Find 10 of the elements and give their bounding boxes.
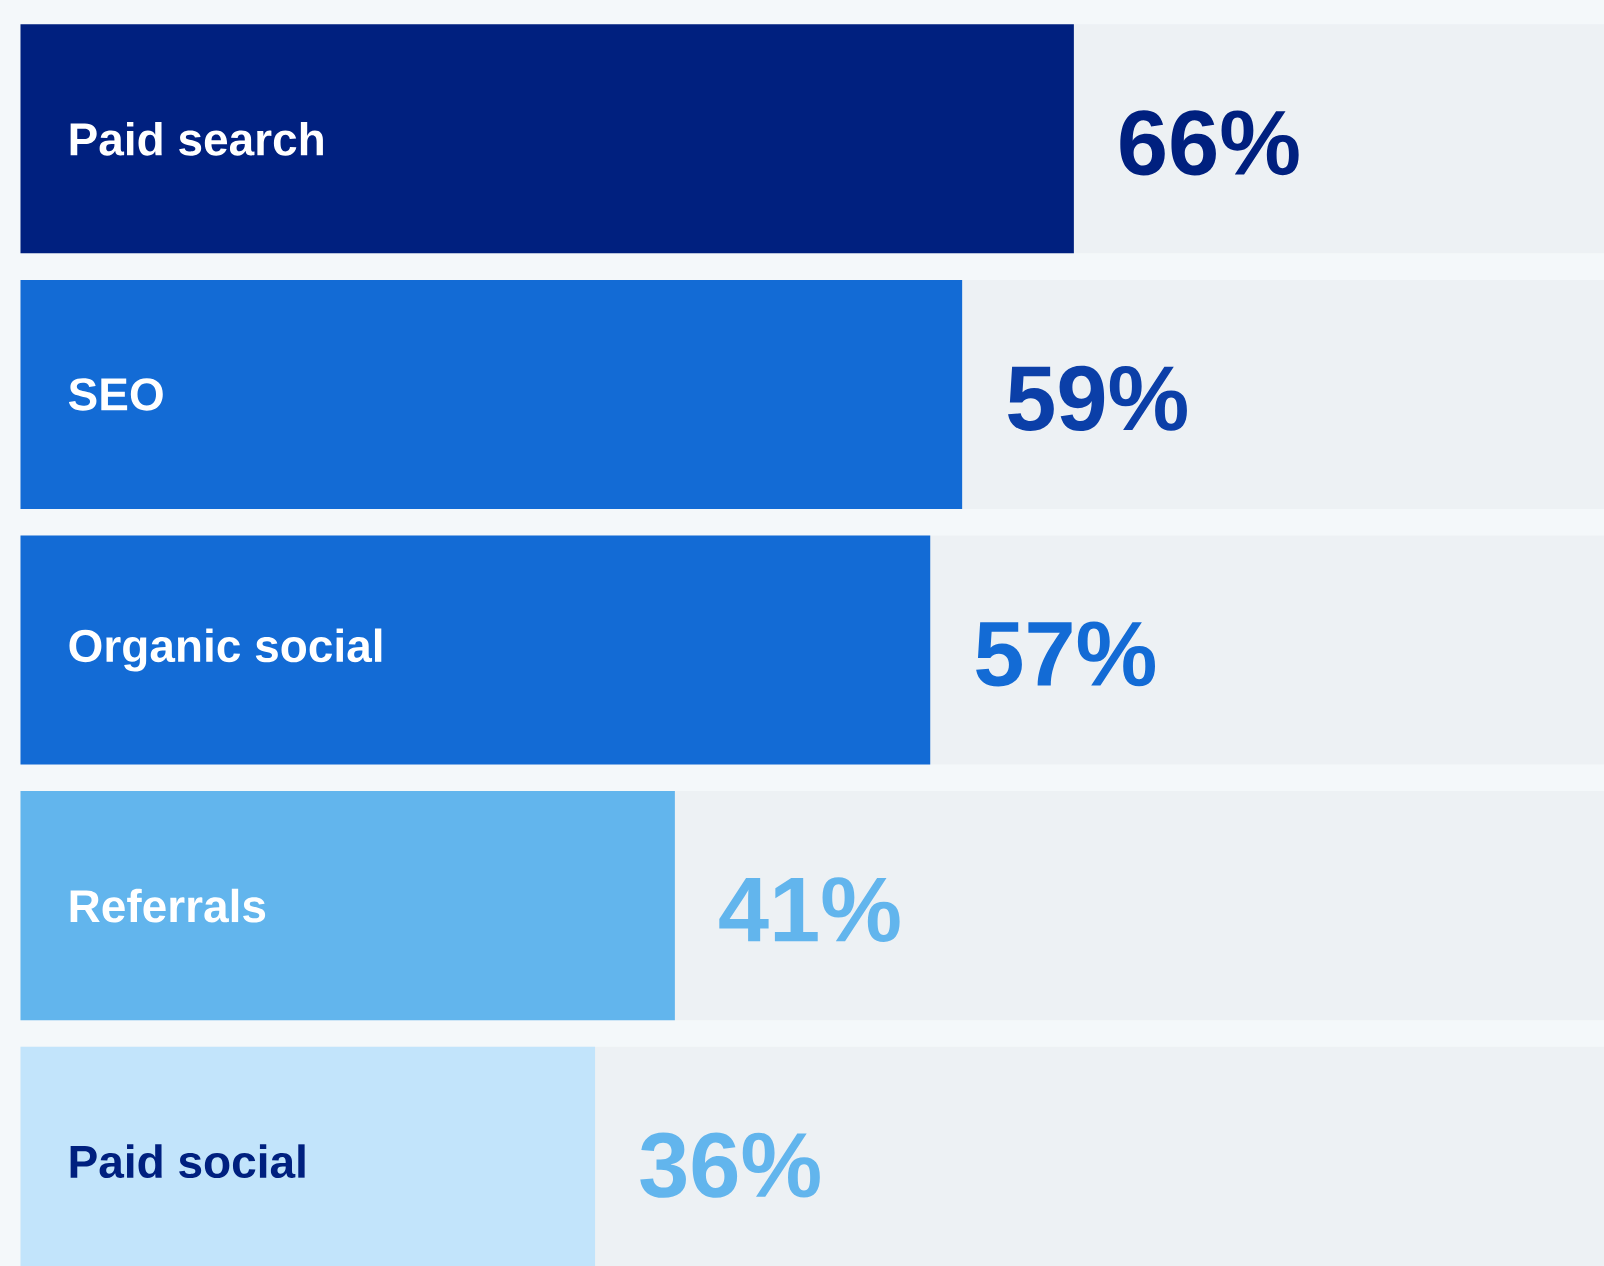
data-label: 57% [976, 621, 1155, 687]
data-label: 66% [1120, 110, 1299, 176]
y-tick-label: Organic social [69, 628, 382, 672]
y-tick-label: Referrals [70, 888, 266, 923]
data-label: 36% [640, 1132, 820, 1198]
data-label: 59% [1008, 365, 1187, 431]
y-tick-label: Paid social [70, 1144, 305, 1179]
data-label: 41% [719, 877, 900, 942]
y-tick-label: SEO [68, 378, 163, 411]
y-tick-label: Paid search [70, 121, 323, 156]
